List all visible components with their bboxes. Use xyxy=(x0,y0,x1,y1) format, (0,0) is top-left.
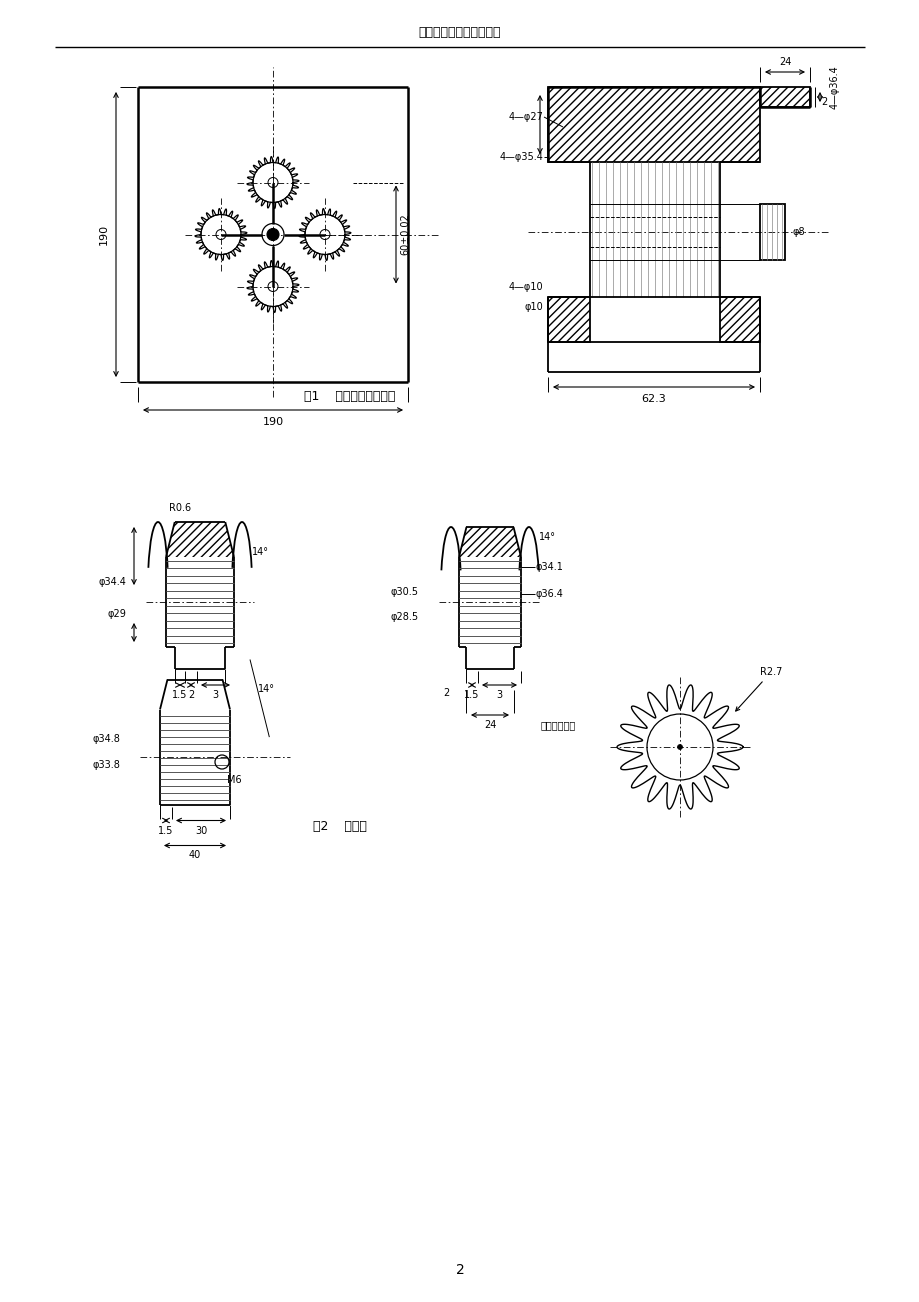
Text: φ8: φ8 xyxy=(792,227,805,237)
Bar xyxy=(720,297,759,342)
Text: 2: 2 xyxy=(442,687,448,698)
Text: 模具制造工艺实验指导书: 模具制造工艺实验指导书 xyxy=(418,26,501,39)
Text: 3: 3 xyxy=(496,690,502,700)
Text: φ34.4: φ34.4 xyxy=(98,577,126,587)
Text: φ36.4: φ36.4 xyxy=(536,589,563,599)
Text: φ33.8: φ33.8 xyxy=(92,760,119,769)
Text: φ30.5: φ30.5 xyxy=(391,587,418,598)
Circle shape xyxy=(267,228,278,241)
Text: 4—φ10: 4—φ10 xyxy=(508,283,542,292)
Text: R0.6: R0.6 xyxy=(169,503,191,513)
Text: 2: 2 xyxy=(187,690,194,700)
Text: φ34.8: φ34.8 xyxy=(92,734,119,743)
Text: 14°: 14° xyxy=(257,685,275,694)
Bar xyxy=(548,297,589,342)
Text: 40: 40 xyxy=(188,850,201,861)
Text: φ10: φ10 xyxy=(524,302,542,312)
Text: 3: 3 xyxy=(212,690,219,700)
Text: 24: 24 xyxy=(778,57,790,66)
Text: φ29: φ29 xyxy=(107,609,126,618)
Circle shape xyxy=(676,745,682,750)
Text: 图2    电极图: 图2 电极图 xyxy=(312,820,367,833)
Text: R2.7: R2.7 xyxy=(735,667,781,711)
Text: 30: 30 xyxy=(195,825,207,836)
Text: 190: 190 xyxy=(99,224,108,245)
Text: 62.3: 62.3 xyxy=(641,395,665,404)
Text: φ34.1: φ34.1 xyxy=(536,562,563,572)
Text: 4—φ36.4: 4—φ36.4 xyxy=(829,65,839,109)
Text: 14°: 14° xyxy=(539,533,555,542)
Bar xyxy=(759,204,784,260)
Text: 60±0.02: 60±0.02 xyxy=(400,214,410,255)
Text: 190: 190 xyxy=(262,417,283,427)
Text: 4—φ27: 4—φ27 xyxy=(507,112,542,122)
Text: φ28.5: φ28.5 xyxy=(391,612,418,622)
Text: 1.5: 1.5 xyxy=(158,825,174,836)
Text: 24: 24 xyxy=(483,720,495,730)
Text: 2: 2 xyxy=(455,1263,464,1277)
Text: 图1    瓶盖塑料模工件图: 图1 瓶盖塑料模工件图 xyxy=(304,391,395,404)
Text: 4—φ35.4: 4—φ35.4 xyxy=(499,152,542,161)
Text: M6: M6 xyxy=(226,775,241,785)
Text: 1.5: 1.5 xyxy=(172,690,187,700)
Text: 14°: 14° xyxy=(252,547,268,557)
Bar xyxy=(548,87,759,161)
Bar xyxy=(759,87,809,107)
Text: 车加工毛坯圆: 车加工毛坯圆 xyxy=(540,720,575,730)
Text: 1.5: 1.5 xyxy=(464,690,479,700)
Text: 2: 2 xyxy=(820,98,826,107)
